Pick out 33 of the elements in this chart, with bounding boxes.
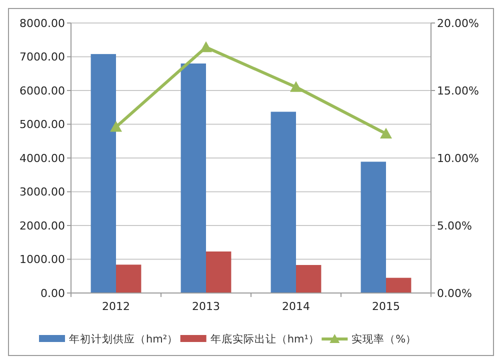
y2-tick-label: 20.00% <box>437 16 479 30</box>
x-tick-label: 2012 <box>102 300 130 313</box>
point <box>290 81 302 92</box>
bar <box>386 278 412 293</box>
y-tick-label: 8000.00 <box>20 16 65 30</box>
bar <box>116 264 142 293</box>
y2-tick-label: 0.00% <box>437 286 472 300</box>
bar <box>360 162 386 293</box>
point <box>380 128 392 138</box>
y-tick-label: 0.00 <box>40 286 65 300</box>
legend-label: 年底实际出让（hm¹） <box>210 332 320 346</box>
bar <box>206 251 232 293</box>
y-tick-label: 7000.00 <box>20 50 65 64</box>
bar <box>90 54 116 293</box>
legend-label: 年初计划供应（hm²） <box>69 332 178 346</box>
y2-tick-label: 10.00% <box>437 152 479 165</box>
y-tick-label: 5000.00 <box>20 118 65 132</box>
bar <box>296 264 322 293</box>
point <box>200 41 212 52</box>
y-tick-label: 4000.00 <box>20 152 65 165</box>
y2-tick-label: 5.00% <box>437 219 472 232</box>
bar <box>180 64 206 293</box>
bar <box>270 112 296 293</box>
x-tick-label: 2014 <box>282 300 310 313</box>
y-tick-label: 6000.00 <box>20 84 65 98</box>
x-tick-label: 2015 <box>372 300 400 313</box>
y-tick-label: 3000.00 <box>20 186 65 199</box>
y2-tick-label: 15.00% <box>437 84 479 98</box>
point <box>110 120 122 132</box>
x-tick-label: 2013 <box>192 300 220 313</box>
y-tick-label: 1000.00 <box>20 253 65 266</box>
legend-label: 实现率（%） <box>352 332 417 346</box>
y-tick-label: 2000.00 <box>20 219 65 232</box>
